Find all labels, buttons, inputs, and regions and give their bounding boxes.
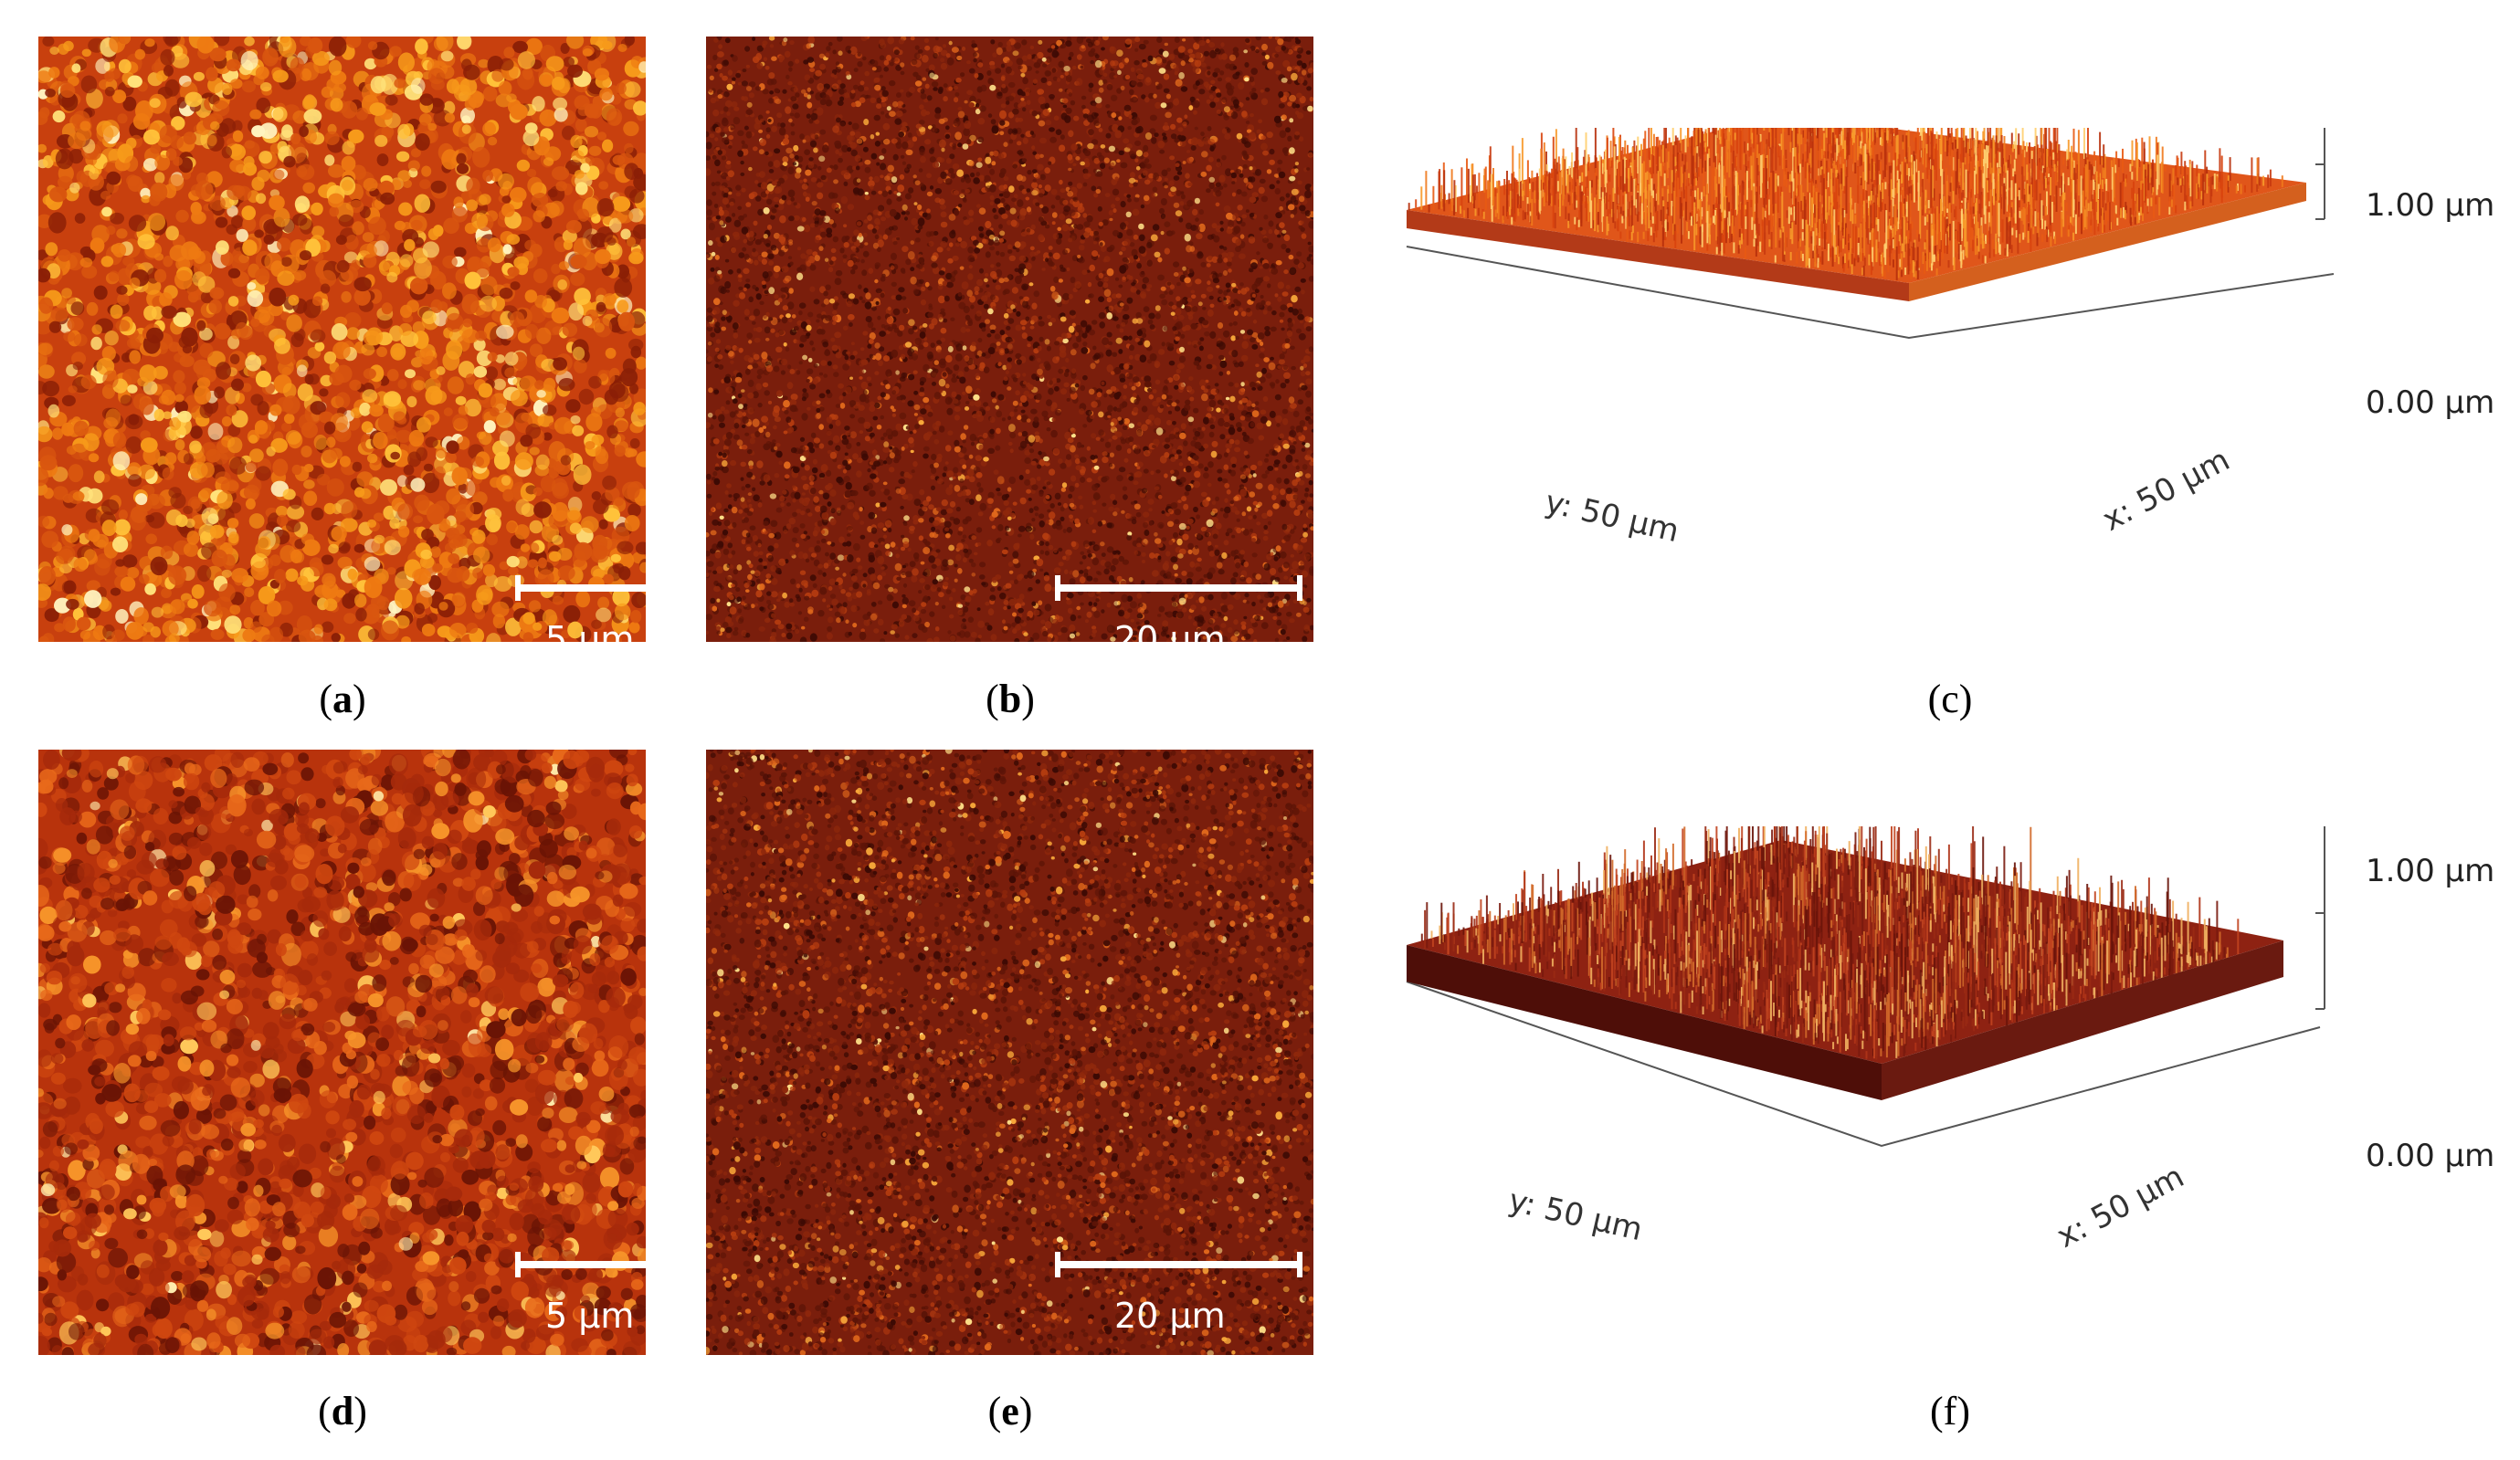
height-max-label-f: 1.00 µm — [2366, 853, 2494, 889]
caption-c: (c) — [1859, 676, 2041, 722]
afm-texture-b — [706, 37, 1313, 642]
afm-map-e: 20 µm — [706, 750, 1313, 1355]
afm-3d-plot-c: 1.00 µm 0.00 µm y: 50 µm x: 50 µm — [1406, 128, 2494, 550]
caption-b: (b) — [919, 676, 1102, 722]
height-min-label-c: 0.00 µm — [2366, 384, 2494, 421]
afm-map-b: 20 µm — [706, 37, 1313, 642]
x-axis-label-f: x: 50 µm — [2051, 1159, 2189, 1255]
scale-bar-e — [1055, 1252, 1302, 1277]
afm-3d-plot-f: 1.00 µm 0.00 µm y: 50 µm x: 50 µm — [1406, 826, 2494, 1255]
scale-bar-d — [515, 1252, 646, 1277]
scale-bar-b — [1055, 575, 1302, 601]
caption-f: (f) — [1859, 1388, 2041, 1434]
y-axis-label-c: y: 50 µm — [1542, 484, 1682, 550]
afm-map-d: 5 µm — [38, 750, 646, 1355]
height-max-label-c: 1.00 µm — [2366, 187, 2494, 224]
afm-texture-a — [38, 37, 646, 642]
scale-label-e: 20 µm — [1114, 1296, 1226, 1336]
scale-label-a: 5 µm — [545, 619, 634, 642]
scale-label-d: 5 µm — [545, 1296, 634, 1336]
caption-a: (a) — [251, 676, 434, 722]
afm-texture-d — [38, 750, 646, 1355]
y-axis-label-f: y: 50 µm — [1505, 1182, 1646, 1248]
afm-texture-e — [706, 750, 1313, 1355]
scale-label-b: 20 µm — [1114, 619, 1226, 642]
caption-d: (d) — [251, 1388, 434, 1434]
scale-bar-a — [515, 575, 646, 601]
afm-map-a: 5 µm — [38, 37, 646, 642]
height-min-label-f: 0.00 µm — [2366, 1138, 2494, 1174]
x-axis-label-c: x: 50 µm — [2096, 442, 2235, 539]
caption-e: (e) — [919, 1388, 1102, 1434]
